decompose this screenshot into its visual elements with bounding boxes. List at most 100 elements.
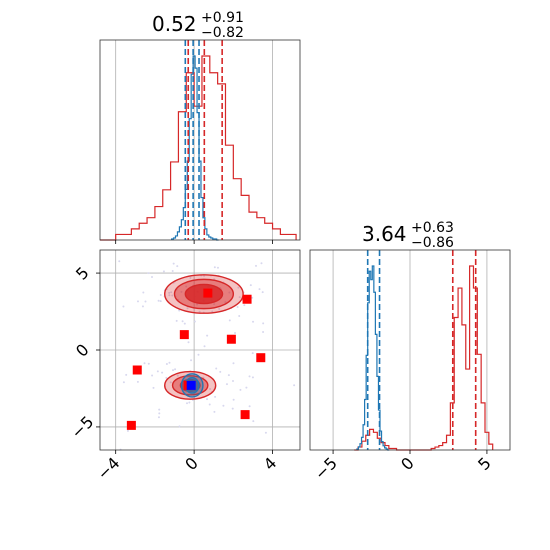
square-marker — [132, 365, 142, 375]
x-tick-label: 0 — [397, 453, 418, 474]
scatter-point — [228, 319, 231, 322]
title-upper-error: +0.91 — [201, 10, 244, 26]
scatter-point — [181, 320, 184, 323]
scatter-point — [232, 379, 235, 382]
scatter-point — [122, 381, 125, 384]
scatter-point — [231, 407, 234, 410]
scatter-point — [168, 361, 171, 364]
scatter-point — [172, 262, 175, 265]
scatter-point — [255, 264, 258, 267]
scatter-point — [143, 362, 146, 365]
scatter-point — [158, 412, 161, 415]
scatter-point — [171, 270, 174, 273]
scatter-point — [264, 431, 267, 434]
histogram-steps — [354, 265, 494, 451]
grid — [332, 250, 488, 450]
scatter-point — [248, 405, 251, 408]
scatter-point — [206, 334, 209, 337]
scatter-point — [180, 290, 183, 293]
scatter-point — [261, 291, 264, 294]
scatter-point — [251, 352, 254, 355]
scatter-point — [227, 374, 230, 377]
scatter-point — [260, 262, 263, 265]
scatter-point — [208, 403, 211, 406]
scatter-point — [147, 362, 150, 365]
scatter-point — [262, 322, 265, 325]
quantile-lines — [366, 250, 477, 450]
histograms — [100, 55, 297, 241]
scatter-point — [136, 300, 139, 303]
scatter-point — [215, 367, 218, 370]
scatter-point — [159, 300, 162, 303]
scatter-point — [206, 398, 209, 401]
scatter-point — [157, 416, 160, 419]
scatter-point — [171, 294, 174, 297]
scatter-point — [158, 408, 161, 411]
scatter-point — [251, 376, 254, 379]
scatter-point — [238, 296, 241, 299]
scatter-point — [125, 373, 128, 376]
scatter-point — [213, 303, 216, 306]
scatter-point — [161, 371, 164, 374]
panel-title: 3.64 +0.63 −0.86 — [362, 217, 459, 251]
square-marker — [240, 410, 250, 420]
ticks — [115, 240, 273, 244]
scatter-point — [141, 305, 144, 308]
scatter-point — [126, 429, 129, 432]
x-tick-label: −4 — [93, 453, 123, 483]
scatter-point — [218, 307, 221, 310]
scatter-point — [251, 296, 254, 299]
scatter-point — [168, 291, 171, 294]
scatter-point — [249, 284, 252, 287]
x-tick-label: −5 — [311, 453, 341, 483]
square-marker — [179, 330, 189, 340]
histogram-panel-y: −5 0 5 3.64 +0.63 −0.86 — [309, 217, 511, 484]
scatter-point — [171, 369, 174, 372]
scatter-point — [175, 319, 178, 322]
scatter-point — [185, 285, 188, 288]
scatter-point — [245, 386, 248, 389]
scatter-point — [176, 374, 179, 377]
square-marker — [186, 380, 196, 390]
scatter-point — [151, 374, 154, 377]
y-tick-label: 0 — [72, 340, 93, 361]
scatter-point — [193, 320, 196, 323]
scatter-point — [222, 404, 225, 407]
scatter-point — [224, 301, 227, 304]
scatter-point — [150, 275, 153, 278]
histogram-steps — [100, 55, 297, 241]
scatter-point — [213, 266, 216, 269]
scatter-point — [237, 286, 240, 289]
scatter-point — [156, 370, 159, 373]
scatter-point — [203, 345, 206, 348]
scatter-point — [159, 293, 162, 296]
scatter-point — [142, 291, 145, 294]
x-tick-label: 4 — [260, 453, 281, 474]
scatter-point — [234, 331, 237, 334]
scatter-point — [157, 299, 160, 302]
markers — [126, 288, 266, 430]
scatter-point — [262, 331, 265, 334]
histogram-steps — [170, 55, 219, 241]
scatter-point — [216, 266, 219, 269]
scatter-point — [122, 305, 125, 308]
title-upper-error: +0.63 — [411, 220, 454, 236]
scatter-point — [190, 359, 193, 362]
scatter-point — [238, 315, 241, 318]
scatter-point — [188, 401, 191, 404]
scatter-point — [219, 370, 222, 373]
scatter-point — [198, 310, 201, 313]
y-tick-label: 5 — [72, 263, 93, 284]
scatter-point — [213, 410, 216, 413]
scatter-point — [197, 353, 200, 356]
scatter-point — [152, 386, 155, 389]
scatter-point — [147, 272, 150, 275]
scatter-point — [187, 341, 190, 344]
y-tick-label: −5 — [67, 412, 97, 442]
scatter-point — [252, 320, 255, 323]
scatter-panel-xy: 5 0 −5 −4 0 4 — [67, 249, 301, 484]
scatter-point — [232, 362, 235, 365]
scatter-point — [136, 380, 139, 383]
square-marker — [226, 334, 236, 344]
